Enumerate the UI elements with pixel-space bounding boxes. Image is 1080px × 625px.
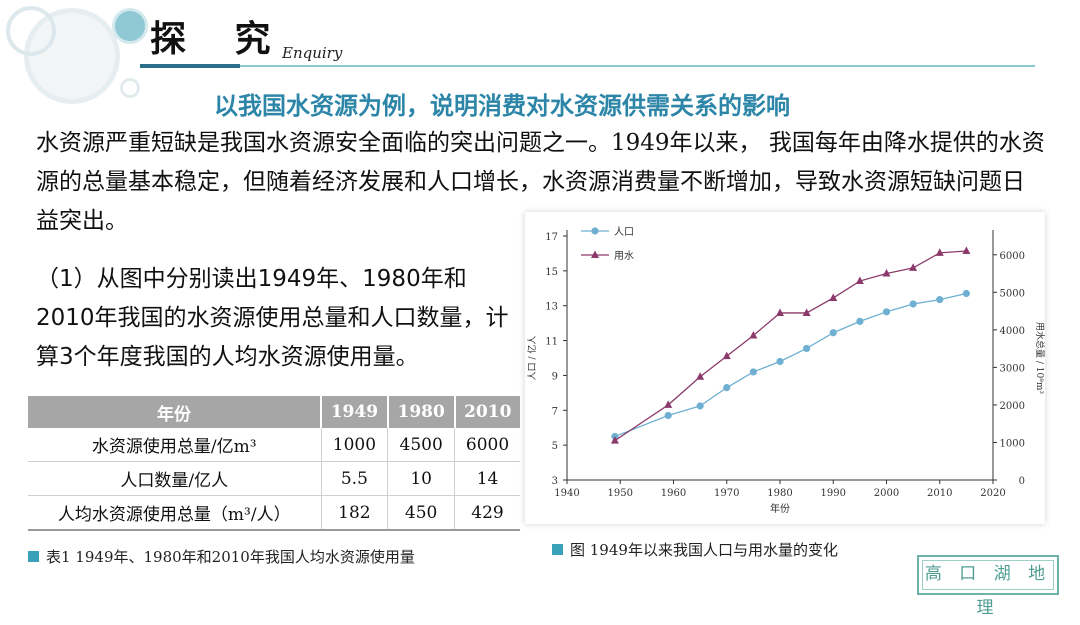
chart-panel: 1940 1950 1960 1970 1980 1990 2000 2010 2020 3 5 7 9… <box>525 212 1045 524</box>
decor-circle-teal <box>112 8 148 44</box>
page-subtitle-english: Enquiry <box>282 44 343 62</box>
y-right-tick-label: 4000 <box>1000 326 1025 337</box>
water-usage-table: 年份 1949 1980 2010 水资源使用总量/亿m³ 1000 4500 … <box>28 396 520 531</box>
y-right-tick-label: 2000 <box>1000 401 1025 412</box>
legend-marker-water-use <box>591 250 599 258</box>
x-tick-label: 2000 <box>874 488 899 499</box>
table-cell: 429 <box>454 495 520 531</box>
chart-caption: 图 1949年以来我国人口与用水量的变化 <box>552 539 838 560</box>
population-point <box>962 289 970 298</box>
table-cell: 人口数量/亿人 <box>28 461 322 496</box>
water-use-point <box>882 269 891 277</box>
table-cell: 182 <box>321 495 389 531</box>
intro-paragraph: 水资源严重短缺是我国水资源安全面临的突出问题之一。1949年以来， 我国每年由降… <box>36 130 1045 234</box>
chart-caption-text: 图 1949年以来我国人口与用水量的变化 <box>570 541 838 559</box>
x-tick-label: 1970 <box>714 488 739 499</box>
table-caption-text: 表1 1949年、1980年和2010年我国人均水资源使用量 <box>46 548 415 566</box>
x-tick-label: 1950 <box>608 488 633 499</box>
y-left-tick-label: 7 <box>552 406 558 417</box>
x-tick-label: 2010 <box>927 488 952 499</box>
table-cell: 6000 <box>454 428 520 462</box>
y-axis-right-label: 用水总量 / 10⁸m³ <box>1034 322 1045 394</box>
table-cell: 10 <box>387 461 456 496</box>
x-axis-label: 年份 <box>770 502 790 515</box>
table-row: 水资源使用总量/亿m³ 1000 4500 6000 <box>28 428 520 462</box>
water-use-point <box>855 276 864 285</box>
table-header-cell: 2010 <box>454 396 520 428</box>
y-left-tick-label: 17 <box>545 232 558 243</box>
water-use-point <box>749 330 758 339</box>
population-point <box>749 368 757 376</box>
x-tick-label: 1960 <box>661 488 686 499</box>
table-header-row: 年份 1949 1980 2010 <box>28 396 520 428</box>
table-cell: 14 <box>454 461 520 496</box>
table-header-cell: 年份 <box>28 396 322 428</box>
water-use-point <box>664 400 673 408</box>
water-use-point <box>962 246 971 255</box>
y-left-tick-label: 5 <box>552 441 558 452</box>
legend-label: 用水 <box>614 250 634 262</box>
water-use-point <box>776 308 784 316</box>
y-left-tick-label: 15 <box>545 267 558 278</box>
population-point <box>664 411 672 420</box>
population-point <box>856 317 864 325</box>
legend-label: 人口 <box>614 226 634 238</box>
legend-marker-population <box>591 227 599 235</box>
table-caption: 表1 1949年、1980年和2010年我国人均水资源使用量 <box>28 546 415 567</box>
population-point <box>696 402 704 410</box>
table-header-cell: 1949 <box>321 396 389 428</box>
water-use-point <box>610 436 619 444</box>
logo-inner-border <box>922 560 1054 590</box>
table-cell: 450 <box>387 495 456 531</box>
water-use-point <box>909 263 918 271</box>
table-row: 人均水资源使用总量（m³/人） 182 450 429 <box>28 495 520 531</box>
decor-circle-medium <box>6 6 56 56</box>
x-tick-label: 1980 <box>767 488 792 499</box>
brand-logo: 高 口 湖 地 理 <box>917 555 1059 618</box>
population-water-chart: 1940 1950 1960 1970 1980 1990 2000 2010 2020 3 5 7 9… <box>526 226 1045 515</box>
population-point <box>723 384 731 392</box>
x-tick-label: 1940 <box>554 488 579 499</box>
title-underline <box>240 65 1035 67</box>
population-point <box>803 344 811 353</box>
title-underline-accent <box>140 64 240 68</box>
population-point <box>829 329 837 337</box>
y-right-tick-label: 1000 <box>1000 438 1025 449</box>
population-point <box>936 296 944 304</box>
caption-bullet-icon <box>552 544 563 555</box>
section-headline: 以我国水资源为例，说明消费对水资源供需关系的影响 <box>214 92 790 120</box>
population-point <box>909 300 917 308</box>
decor-circle-small <box>120 78 140 98</box>
water-use-point <box>935 248 944 256</box>
table-row: 人口数量/亿人 5.5 10 14 <box>28 461 520 496</box>
table-cell: 4500 <box>387 428 456 462</box>
population-point <box>882 308 891 316</box>
y-left-tick-label: 13 <box>545 302 558 313</box>
y-left-tick-label: 3 <box>552 476 558 487</box>
table-cell: 水资源使用总量/亿m³ <box>28 428 322 462</box>
y-left-tick-label: 11 <box>545 337 558 348</box>
question-text: （1）从图中分别读出1949年、1980年和2010年我国的水资源使用总量和人口… <box>36 266 509 370</box>
y-right-tick-label: 3000 <box>1000 363 1025 374</box>
y-left-tick-label: 9 <box>552 371 558 382</box>
caption-bullet-icon <box>28 551 39 562</box>
table-cell: 人均水资源使用总量（m³/人） <box>28 495 322 531</box>
water-use-point <box>696 372 705 380</box>
water-use-point <box>829 293 838 301</box>
y-right-tick-label: 0 <box>1019 476 1025 487</box>
table-header-cell: 1980 <box>387 396 456 428</box>
population-point <box>776 357 784 366</box>
y-right-tick-label: 6000 <box>1000 251 1025 262</box>
water-use-point <box>722 351 731 360</box>
x-tick-label: 1990 <box>821 488 846 499</box>
water-use-point <box>802 308 811 316</box>
page-title: 探 究 <box>150 19 289 60</box>
table-cell: 5.5 <box>321 461 389 496</box>
x-tick-label: 2020 <box>980 488 1005 499</box>
table-cell: 1000 <box>321 428 389 462</box>
y-axis-left-label: 人口 / 亿人 <box>526 336 538 381</box>
y-right-tick-label: 5000 <box>1000 288 1025 299</box>
